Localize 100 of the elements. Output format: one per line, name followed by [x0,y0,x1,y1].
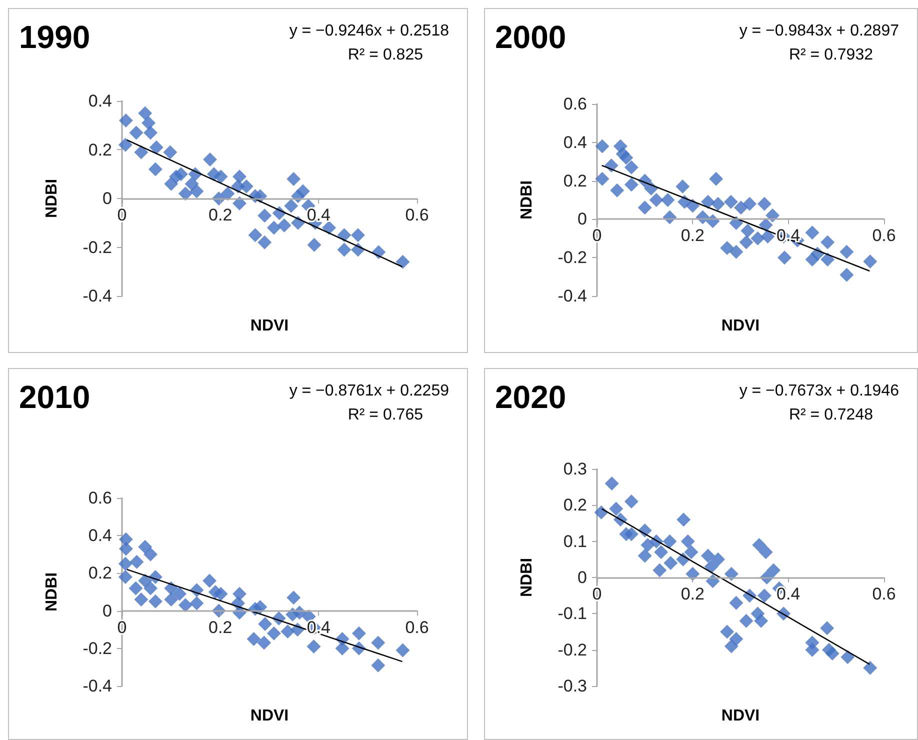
point [820,621,834,636]
chart-title: 1990 [19,19,90,55]
point [148,162,162,176]
x-axis-title: NDVI [721,318,760,334]
x-tick-label: 0 [592,226,602,246]
point [638,200,652,215]
point [624,160,638,174]
point [190,596,204,610]
point [142,116,156,130]
point [684,545,698,560]
point [396,643,410,658]
point [863,254,878,268]
point [649,193,664,207]
y-tick-label: 0.6 [88,488,112,508]
point [619,150,634,165]
point [724,194,738,209]
point [128,581,143,596]
point [248,228,262,242]
x-tick-label: 0 [117,618,127,637]
y-tick-label: 0.4 [88,92,112,110]
point [232,196,247,210]
point [307,238,322,252]
point [220,186,235,201]
chart-title: 2000 [495,19,566,55]
y-axis-title: NDBI [44,572,60,612]
y-tick-label: -0.4 [558,286,587,306]
point [740,224,755,238]
point [729,244,744,259]
point [129,126,144,140]
x-tick-label: 0 [592,584,602,604]
point [734,200,748,215]
y-tick-label: 0.2 [563,171,587,190]
y-tick-label: 0 [102,601,112,620]
point [739,235,754,250]
point [729,596,744,610]
point [750,231,765,246]
text: R² = 0.825 [348,46,424,64]
point [676,180,690,194]
point [805,226,820,240]
x-axis-title: NDVI [250,318,289,334]
point [594,505,608,520]
y-tick-label: 0.1 [563,532,587,551]
point [144,126,158,140]
point [724,566,738,581]
point [118,114,133,128]
point [742,196,757,211]
point [805,642,820,657]
chart-title: 2020 [495,379,566,415]
point [286,172,301,186]
y-axis-title: NDBI [518,558,536,598]
y-axis-title: NDBI [44,178,60,218]
y-tick-label: 0.4 [88,526,112,546]
point [118,570,132,584]
point [820,252,835,267]
y-tick-label: -0.2 [82,638,112,658]
point [757,196,772,211]
point [149,140,164,154]
x-tick-label: 0 [117,206,127,224]
point [144,581,158,596]
point [144,547,158,562]
point [711,196,726,211]
point [130,554,144,569]
point [164,592,178,607]
x-tick-label: 0.6 [405,206,429,224]
y-tick-label: 0.3 [563,460,587,478]
point [700,548,715,563]
y-tick-label: 0.4 [563,132,587,152]
point [640,538,655,552]
point [296,184,310,198]
point [595,139,610,154]
point [190,184,204,198]
point [757,588,772,603]
text: y = −0.9843x + 0.2897 [739,22,900,40]
y-tick-label: -0.4 [82,286,112,306]
point [172,586,187,601]
x-tick-label: 0.6 [872,226,896,246]
y-tick-label: -0.2 [558,248,587,268]
point [680,534,695,548]
point [610,183,624,198]
point [820,235,835,250]
point [758,545,773,560]
point [766,208,780,222]
point [778,250,792,265]
y-tick-label: 0 [578,568,587,587]
point [711,552,726,566]
y-tick-label: -0.3 [558,676,587,696]
point [322,220,336,235]
point [286,590,301,605]
point [825,646,840,660]
text: y = −0.8761x + 0.2259 [289,382,450,400]
point [720,241,734,255]
x-tick-label: 0.6 [872,584,896,604]
point [239,179,254,194]
point [138,106,152,120]
x-tick-label: 0.6 [405,618,429,637]
point [709,172,724,186]
point [258,616,272,631]
point [335,641,350,656]
point [148,594,162,608]
text: R² = 0.7248 [788,406,874,424]
